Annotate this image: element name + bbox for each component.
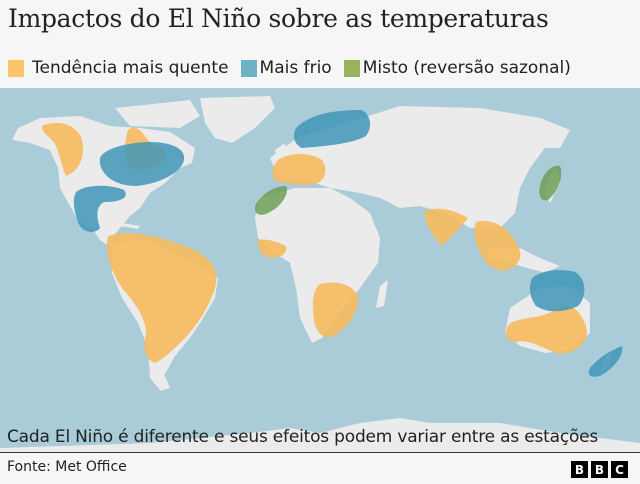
mixed-swatch xyxy=(343,59,360,77)
mixed-morocco xyxy=(254,186,288,215)
warm-australia xyxy=(505,305,587,354)
legend-label-cold: Mais frio xyxy=(259,58,332,78)
map-caption: Cada El Niño é diferente e seus efeitos … xyxy=(7,427,599,447)
warm-southern-africa xyxy=(312,282,359,338)
cold-new-zealand xyxy=(588,346,623,377)
legend-label-warm: Tendência mais quente xyxy=(32,58,229,78)
cold-east-us-canada xyxy=(99,142,185,186)
legend-item-mixed: Misto (reversão sazonal) xyxy=(343,58,571,78)
cold-swatch xyxy=(240,59,257,77)
warm-swatch xyxy=(8,59,24,77)
cold-northern-europe xyxy=(294,110,371,148)
warm-south-america xyxy=(106,233,217,363)
cold-regions xyxy=(73,110,623,377)
mixed-regions xyxy=(254,165,562,215)
warm-india xyxy=(424,208,468,246)
bbc-logo-letter: B xyxy=(571,461,588,478)
legend: Tendência mais quente Mais frio Misto (r… xyxy=(8,55,583,81)
source-text: Fonte: Met Office xyxy=(7,459,127,475)
warm-alaska xyxy=(42,122,84,176)
bbc-logo-letter: C xyxy=(611,461,628,478)
world-map xyxy=(0,88,640,452)
legend-item-cold: Mais frio xyxy=(240,58,332,78)
cold-central-us-mexico xyxy=(73,185,126,232)
bbc-logo-letter: B xyxy=(591,461,608,478)
legend-item-warm: Tendência mais quente xyxy=(8,58,229,78)
chart-title: Impactos do El Niño sobre as temperatura… xyxy=(8,4,549,33)
legend-label-mixed: Misto (reversão sazonal) xyxy=(362,58,571,78)
warm-western-europe xyxy=(272,154,326,185)
cold-indonesia xyxy=(529,270,585,312)
warm-se-asia xyxy=(474,220,521,271)
warm-west-africa xyxy=(258,239,287,258)
mixed-japan xyxy=(539,165,562,201)
footer-divider xyxy=(0,452,640,453)
bbc-logo: B B C xyxy=(571,461,628,478)
map-svg xyxy=(0,96,640,452)
